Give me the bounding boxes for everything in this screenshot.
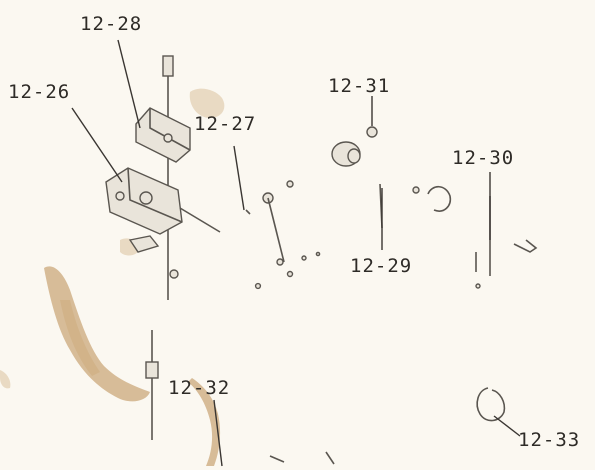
- part-12-27-linkage: [245, 180, 321, 290]
- part-ring-washer: [412, 185, 452, 212]
- part-12-26-housing: [105, 167, 221, 279]
- label-12-30: 12-30: [452, 147, 514, 169]
- leader-12-33: [493, 415, 521, 437]
- label-12-27: 12-27: [194, 113, 256, 135]
- label-12-31: 12-31: [328, 75, 390, 97]
- leader-lines: [71, 39, 521, 467]
- leader-12-28: [117, 39, 141, 129]
- label-12-29: 12-29: [350, 255, 412, 277]
- label-12-32: 12-32: [168, 377, 230, 399]
- part-12-31-roller: [331, 126, 378, 167]
- part-12-30-shaft: [475, 196, 538, 289]
- part-12-32-stud: [145, 330, 335, 465]
- leader-12-27: [233, 145, 245, 211]
- leader-12-32: [213, 399, 223, 467]
- label-12-33: 12-33: [518, 429, 580, 451]
- leader-12-26: [71, 107, 123, 183]
- label-12-28: 12-28: [80, 13, 142, 35]
- label-12-26: 12-26: [8, 81, 70, 103]
- callout-labels: 12-28 12-26 12-27 12-31 12-29 12-30 12-3…: [8, 13, 580, 451]
- part-12-33-clip: [476, 387, 506, 422]
- paper-stains: [0, 88, 225, 466]
- part-12-28-bracket: [135, 55, 191, 300]
